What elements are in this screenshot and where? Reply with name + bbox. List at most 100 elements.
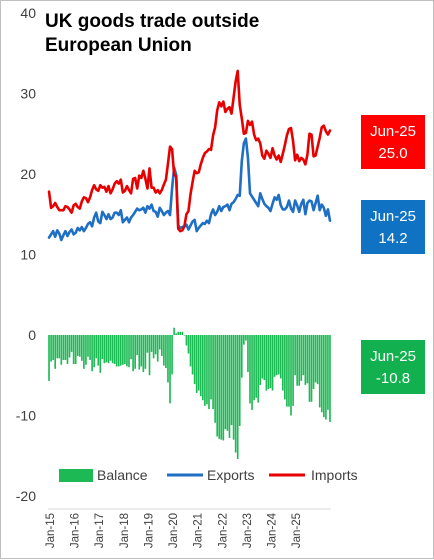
balance-bar (243, 335, 245, 345)
balance-bar (259, 335, 262, 385)
balance-bar (318, 335, 321, 408)
chart-title-line-2: European Union (45, 35, 192, 56)
imports-callout-period: Jun-25 (370, 123, 416, 140)
balance-bar (253, 335, 255, 401)
balance-bar (134, 335, 136, 369)
balance-bar (93, 335, 95, 368)
y-tick-label: 40 (20, 5, 36, 21)
balance-bar (177, 331, 180, 335)
balance-bar (286, 335, 288, 407)
balance-bar (56, 335, 59, 359)
balance-callout-box (361, 340, 425, 394)
x-tick-label: Jan-21 (193, 513, 205, 548)
balance-bar (296, 335, 298, 386)
balance-bar (48, 335, 50, 381)
balance-bar (185, 335, 188, 346)
balance-bar (195, 335, 198, 393)
balance-bar (300, 335, 303, 381)
balance-bar (167, 335, 169, 383)
balance-bar (113, 335, 116, 364)
balance-bar (70, 335, 73, 352)
x-tick-label: Jan-18 (119, 513, 131, 548)
balance-bar (255, 335, 257, 398)
balance-bar (74, 335, 77, 364)
balance-bar (144, 335, 147, 369)
balance-bar (257, 335, 260, 403)
balance-bar (78, 335, 81, 357)
balance-bar (154, 335, 157, 355)
balance-bar (97, 335, 100, 366)
balance-bar (58, 335, 61, 359)
balance-bar (136, 335, 139, 356)
exports-line (47, 137, 332, 242)
balance-bar (163, 335, 165, 366)
balance-bar (306, 335, 309, 384)
balance-bar (140, 335, 143, 367)
balance-bar (251, 335, 253, 410)
balance-bar (220, 335, 223, 440)
legend: Balance Exports Imports (59, 467, 358, 483)
balance-bar (310, 335, 313, 402)
balance-bar (126, 335, 128, 367)
x-tick-label: Jan-17 (94, 513, 106, 548)
balance-bar (62, 335, 65, 360)
balance-bar (245, 335, 247, 341)
balance-bar (327, 335, 329, 410)
x-tick-label: Jan-15 (45, 513, 57, 548)
balance-bar (89, 335, 91, 360)
balance-bar (76, 335, 79, 356)
balance-bar (169, 335, 171, 404)
balance-bar (146, 335, 149, 353)
balance-bar (210, 335, 212, 400)
balance-bar (81, 335, 83, 361)
balance-bar (122, 335, 124, 365)
y-tick-label: -20 (16, 488, 36, 504)
balance-bar (236, 335, 239, 459)
balance-bar (284, 335, 286, 400)
balance-bar (50, 335, 52, 362)
axes: 40 30 20 10 0 -10 -20 Jan-15 Jan-16 Jan-17 Jan-18 J… (16, 5, 331, 548)
balance-bar (91, 335, 93, 372)
balance-bar (171, 335, 173, 375)
balance-callout-period: Jun-25 (370, 348, 416, 365)
balance-bar (179, 331, 182, 335)
balance-bar (72, 335, 75, 364)
balance-bar (240, 335, 243, 378)
balance-bar (99, 335, 102, 373)
balance-bar (279, 335, 282, 379)
balance-bar (95, 335, 98, 359)
balance-bars (48, 327, 331, 459)
balance-bar (271, 335, 274, 391)
balance-bar (206, 335, 208, 405)
x-tick-label: Jan-25 (291, 513, 303, 548)
balance-bar (199, 335, 202, 397)
balance-bar (308, 335, 311, 402)
balance-bar (302, 335, 305, 376)
balance-bar (261, 335, 264, 379)
balance-bar (160, 335, 163, 356)
x-tick-label: Jan-22 (217, 513, 229, 548)
balance-bar (87, 335, 89, 357)
balance-bar (173, 327, 175, 335)
balance-bar (275, 335, 278, 376)
balance-bar (294, 335, 296, 376)
balance-bar (230, 335, 233, 426)
balance-bar (119, 335, 122, 366)
balance-bar (226, 335, 229, 431)
balance-bar (263, 335, 266, 381)
balance-bar (288, 335, 290, 407)
balance-bar (128, 335, 130, 368)
balance-bar (101, 335, 104, 360)
y-tick-label: 10 (20, 247, 36, 263)
y-tick-label: 20 (20, 166, 36, 182)
balance-bar (52, 335, 54, 360)
balance-bar (124, 335, 126, 364)
balance-bar (130, 335, 132, 360)
balance-bar (218, 335, 221, 439)
balance-bar (216, 335, 219, 437)
balance-bar (323, 335, 325, 418)
balance-bar (222, 335, 225, 441)
balance-bar (273, 335, 276, 377)
balance-bar (115, 335, 118, 367)
